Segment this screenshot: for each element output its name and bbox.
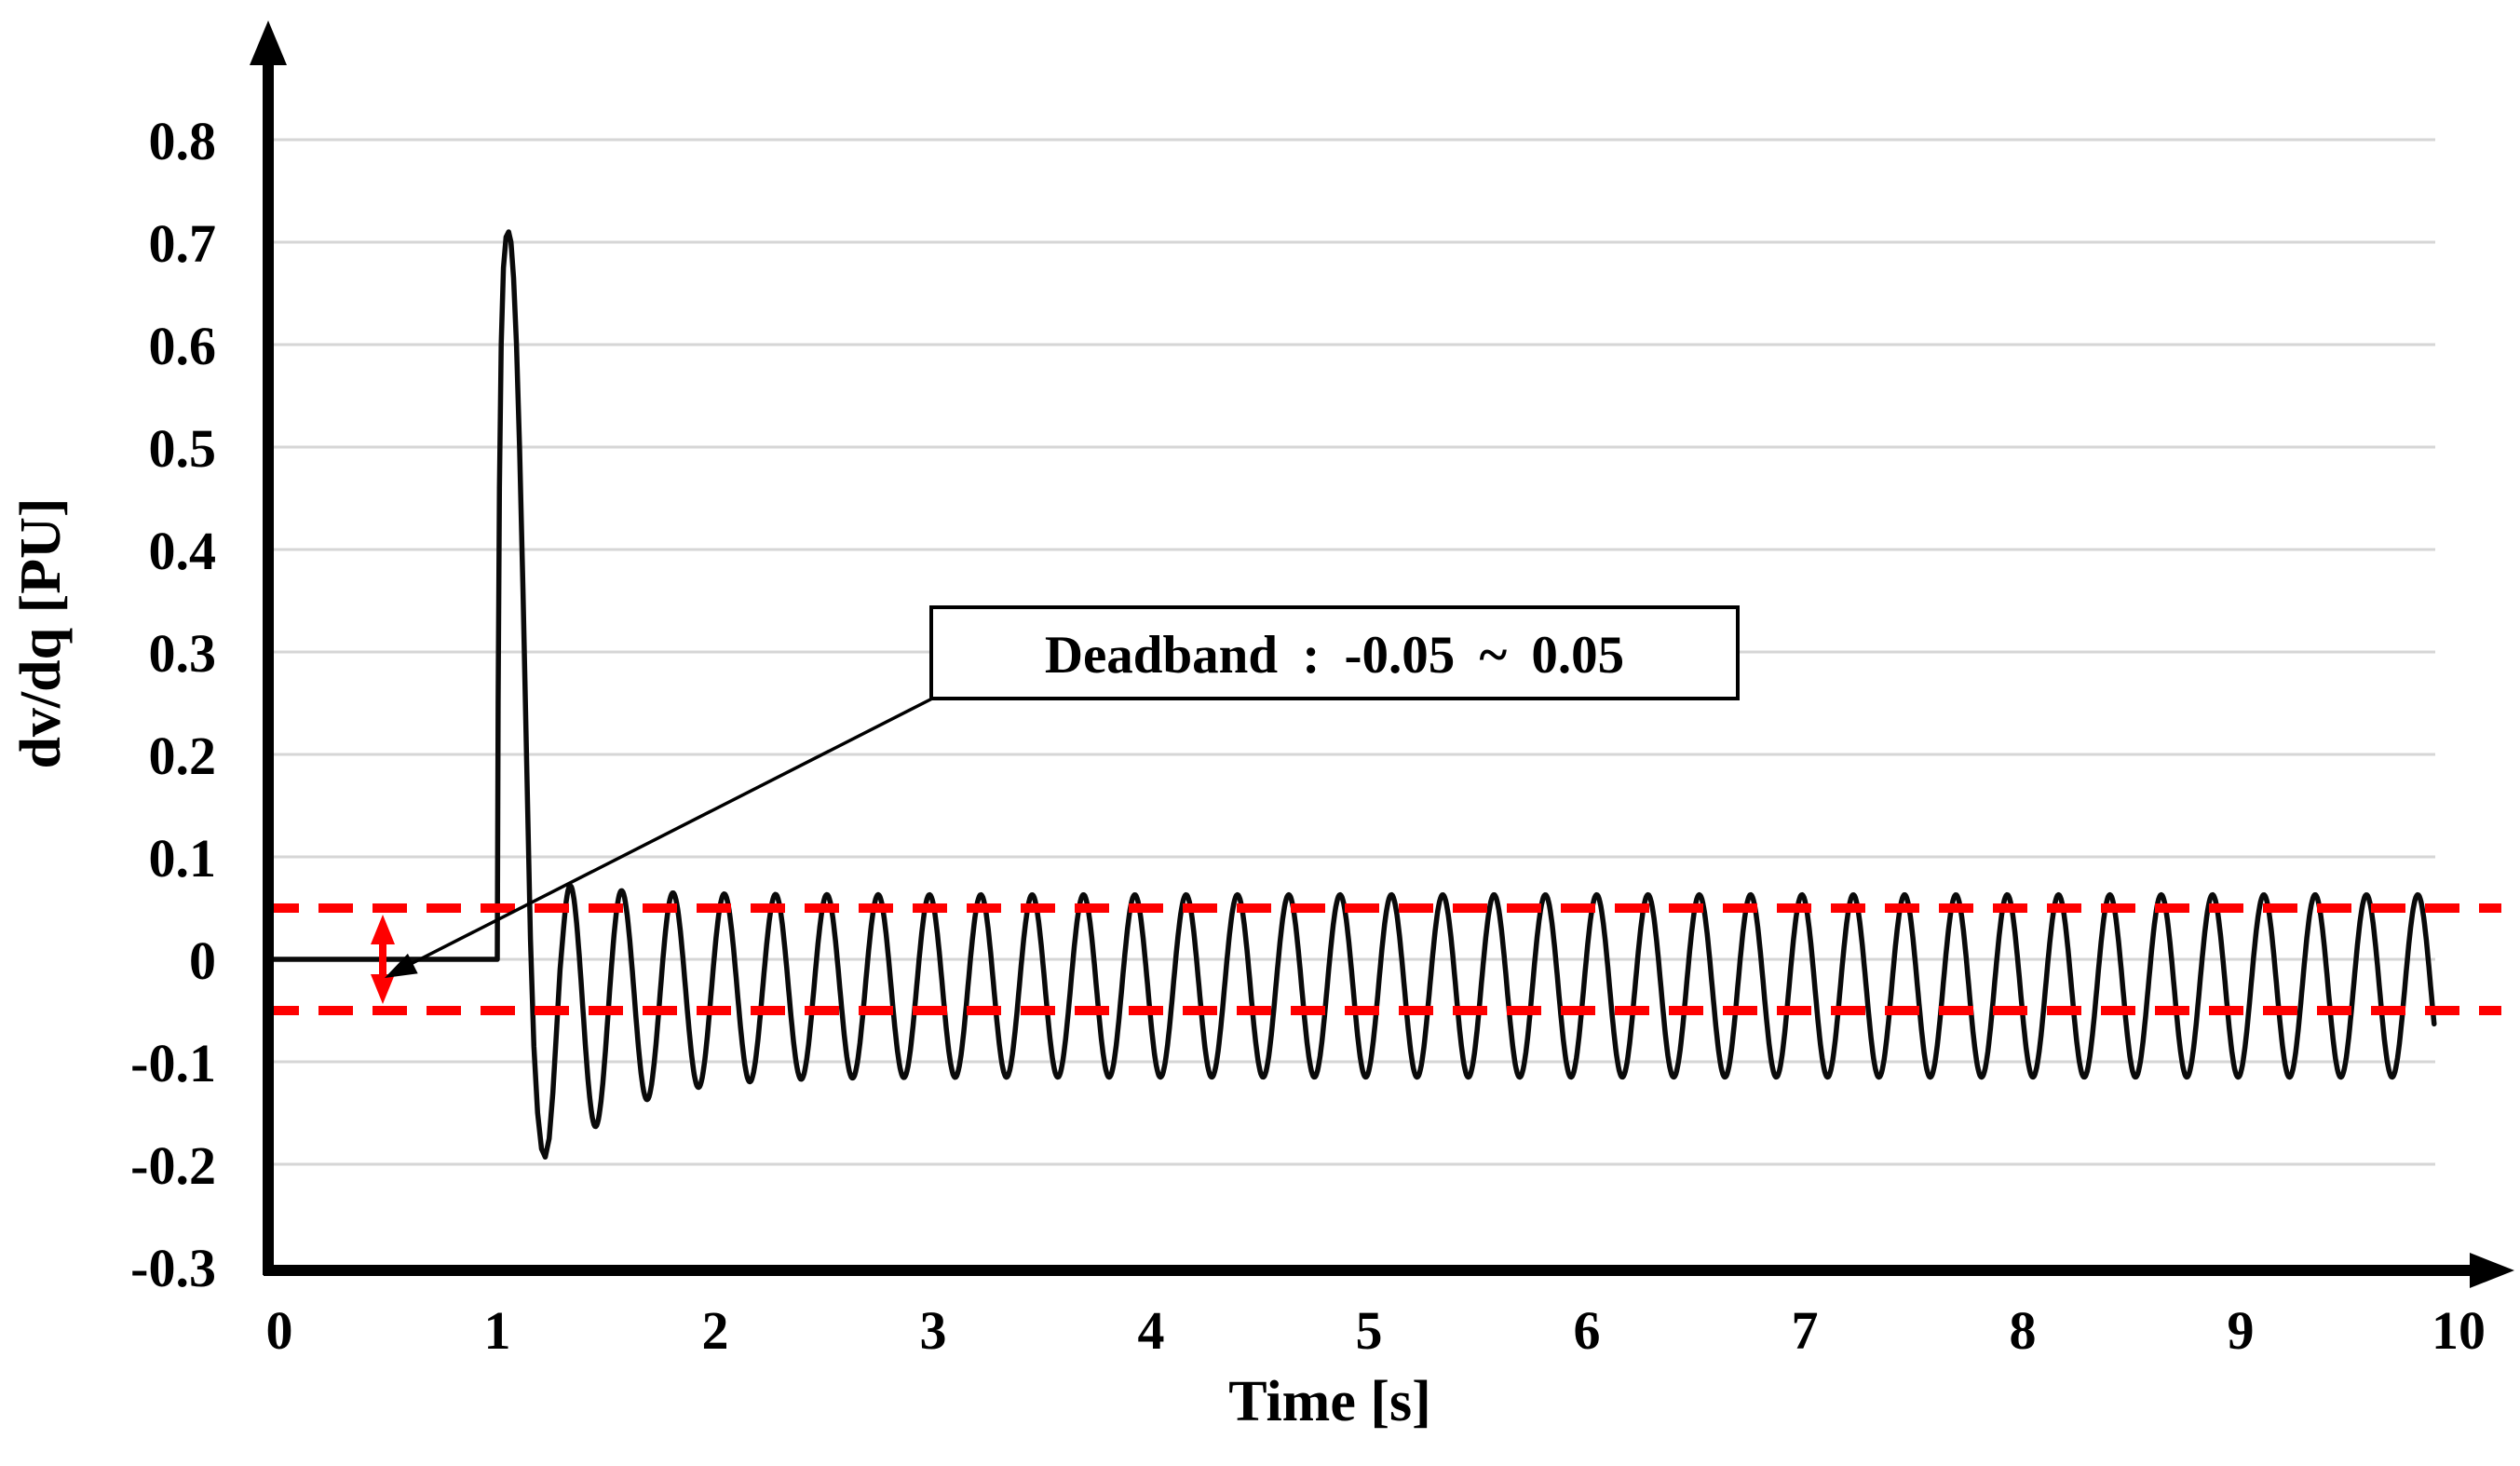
deadband-lines-layer	[264, 903, 2501, 1015]
y-axis-title: dv/dq [PU]	[9, 497, 73, 768]
dvdq-series-line	[269, 229, 2437, 1161]
x-tick-label: 5	[1356, 1300, 1383, 1361]
annotation-leader	[385, 695, 937, 978]
series-layer	[269, 229, 2437, 1161]
x-tick-label: 9	[2228, 1300, 2255, 1361]
deadband-arrow-down-head-icon	[371, 974, 395, 1004]
annotation-leader-arrowhead-icon	[385, 953, 418, 978]
y-tick-label: 0.1	[149, 828, 217, 889]
y-tick-label: 0.2	[149, 726, 217, 786]
y-tick-labels: 0.8 0.7 0.6 0.5 0.4 0.3 0.2 0.1 0 -0.1 -0.2 -0.3	[130, 111, 216, 1298]
y-tick-label: 0.5	[149, 418, 217, 479]
axes-layer	[250, 20, 2514, 1288]
x-tick-label: 3	[920, 1300, 947, 1361]
deadband-range-arrow	[371, 915, 395, 1004]
y-tick-label: 0	[189, 930, 216, 991]
x-tick-label: 4	[1138, 1300, 1165, 1361]
deadband-annotation-box	[929, 605, 1740, 700]
deadband-annotation-text: Deadband : -0.05 ~ 0.05	[1045, 626, 1624, 685]
x-tick-label: 0	[266, 1300, 293, 1361]
x-axis-arrowhead-icon	[2470, 1253, 2514, 1288]
y-tick-label: -0.1	[130, 1033, 216, 1093]
x-tick-label: 7	[1792, 1300, 1819, 1361]
x-tick-label: 2	[702, 1300, 729, 1361]
deadband-arrow-up-head-icon	[371, 915, 395, 944]
y-tick-label: 0.7	[149, 213, 217, 274]
y-tick-label: 0.4	[149, 521, 217, 581]
x-tick-label: 10	[2432, 1300, 2486, 1361]
y-axis-arrowhead-icon	[250, 20, 287, 65]
x-tick-label: 1	[484, 1300, 511, 1361]
x-tick-labels: 0 1 2 3 4 5 6 7 8 9 10	[266, 1300, 2486, 1361]
y-tick-label: 0.8	[149, 111, 217, 171]
y-tick-label: -0.2	[130, 1135, 216, 1196]
x-axis-title: Time [s]	[1228, 1370, 1431, 1433]
x-tick-label: 8	[2010, 1300, 2037, 1361]
x-tick-label: 6	[1574, 1300, 1601, 1361]
y-tick-label: -0.3	[130, 1238, 216, 1298]
y-tick-label: 0.3	[149, 623, 217, 684]
annotation-leader-line	[410, 695, 937, 966]
y-tick-label: 0.6	[149, 316, 217, 376]
